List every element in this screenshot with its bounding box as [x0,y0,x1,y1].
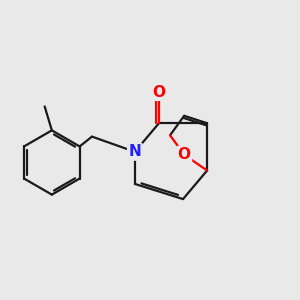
Text: O: O [152,85,165,100]
Text: N: N [128,144,141,159]
Text: O: O [178,147,191,162]
